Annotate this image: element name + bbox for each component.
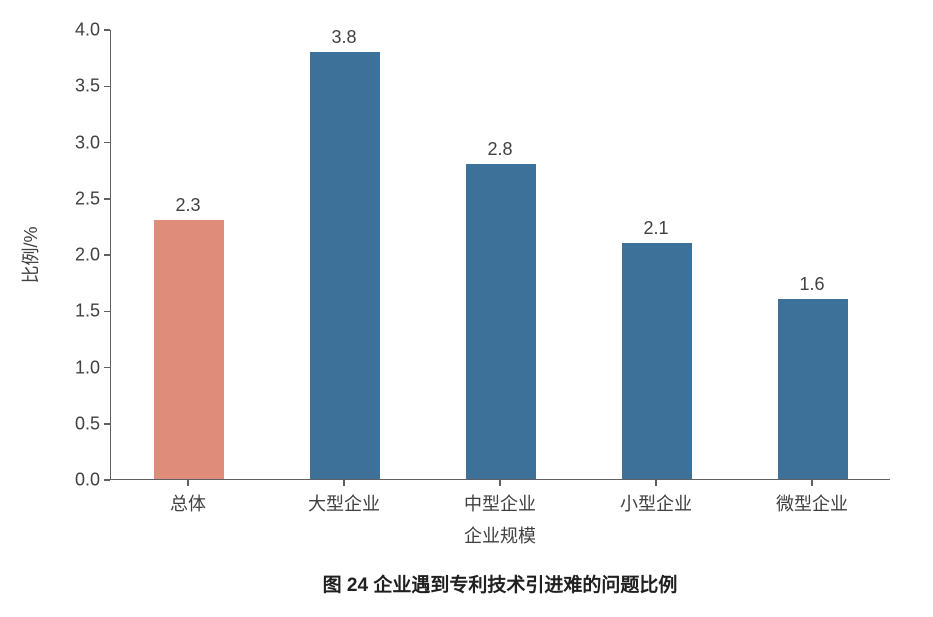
y-tick-label: 1.5 (60, 301, 100, 322)
x-tick (655, 480, 657, 486)
bar (466, 164, 536, 479)
bar-value-label: 2.3 (175, 195, 200, 216)
y-tick-label: 2.0 (60, 245, 100, 266)
x-tick (187, 480, 189, 486)
x-tick-label: 大型企业 (308, 490, 380, 516)
bar-value-label: 1.6 (799, 274, 824, 295)
bar-chart: 比例/% 0.0 0.5 1.0 1.5 2.0 2.5 3.0 3.5 4.0 总体 大型企业 中… (20, 20, 913, 597)
x-tick-label: 微型企业 (776, 490, 848, 516)
bar (154, 220, 224, 479)
y-tick-label: 4.0 (60, 20, 100, 41)
y-tick-label: 1.0 (60, 357, 100, 378)
x-tick-label: 总体 (170, 490, 206, 516)
x-tick-label: 小型企业 (620, 490, 692, 516)
x-tick (343, 480, 345, 486)
y-tick-label: 3.0 (60, 132, 100, 153)
y-tick-label: 3.5 (60, 76, 100, 97)
y-tick-label: 0.0 (60, 470, 100, 491)
y-axis-label: 比例/% (17, 226, 43, 283)
chart-caption: 图 24 企业遇到专利技术引进难的问题比例 (323, 570, 678, 597)
x-tick-label: 中型企业 (464, 490, 536, 516)
y-tick-label: 0.5 (60, 413, 100, 434)
bar-value-label: 2.1 (643, 218, 668, 239)
bar (778, 299, 848, 479)
plot-area (110, 30, 890, 480)
y-tick-label: 2.5 (60, 188, 100, 209)
bar-value-label: 2.8 (487, 139, 512, 160)
x-axis-label: 企业规模 (464, 522, 536, 548)
x-tick (811, 480, 813, 486)
bar-value-label: 3.8 (331, 27, 356, 48)
bar (622, 243, 692, 479)
bar (310, 52, 380, 480)
x-tick (499, 480, 501, 486)
